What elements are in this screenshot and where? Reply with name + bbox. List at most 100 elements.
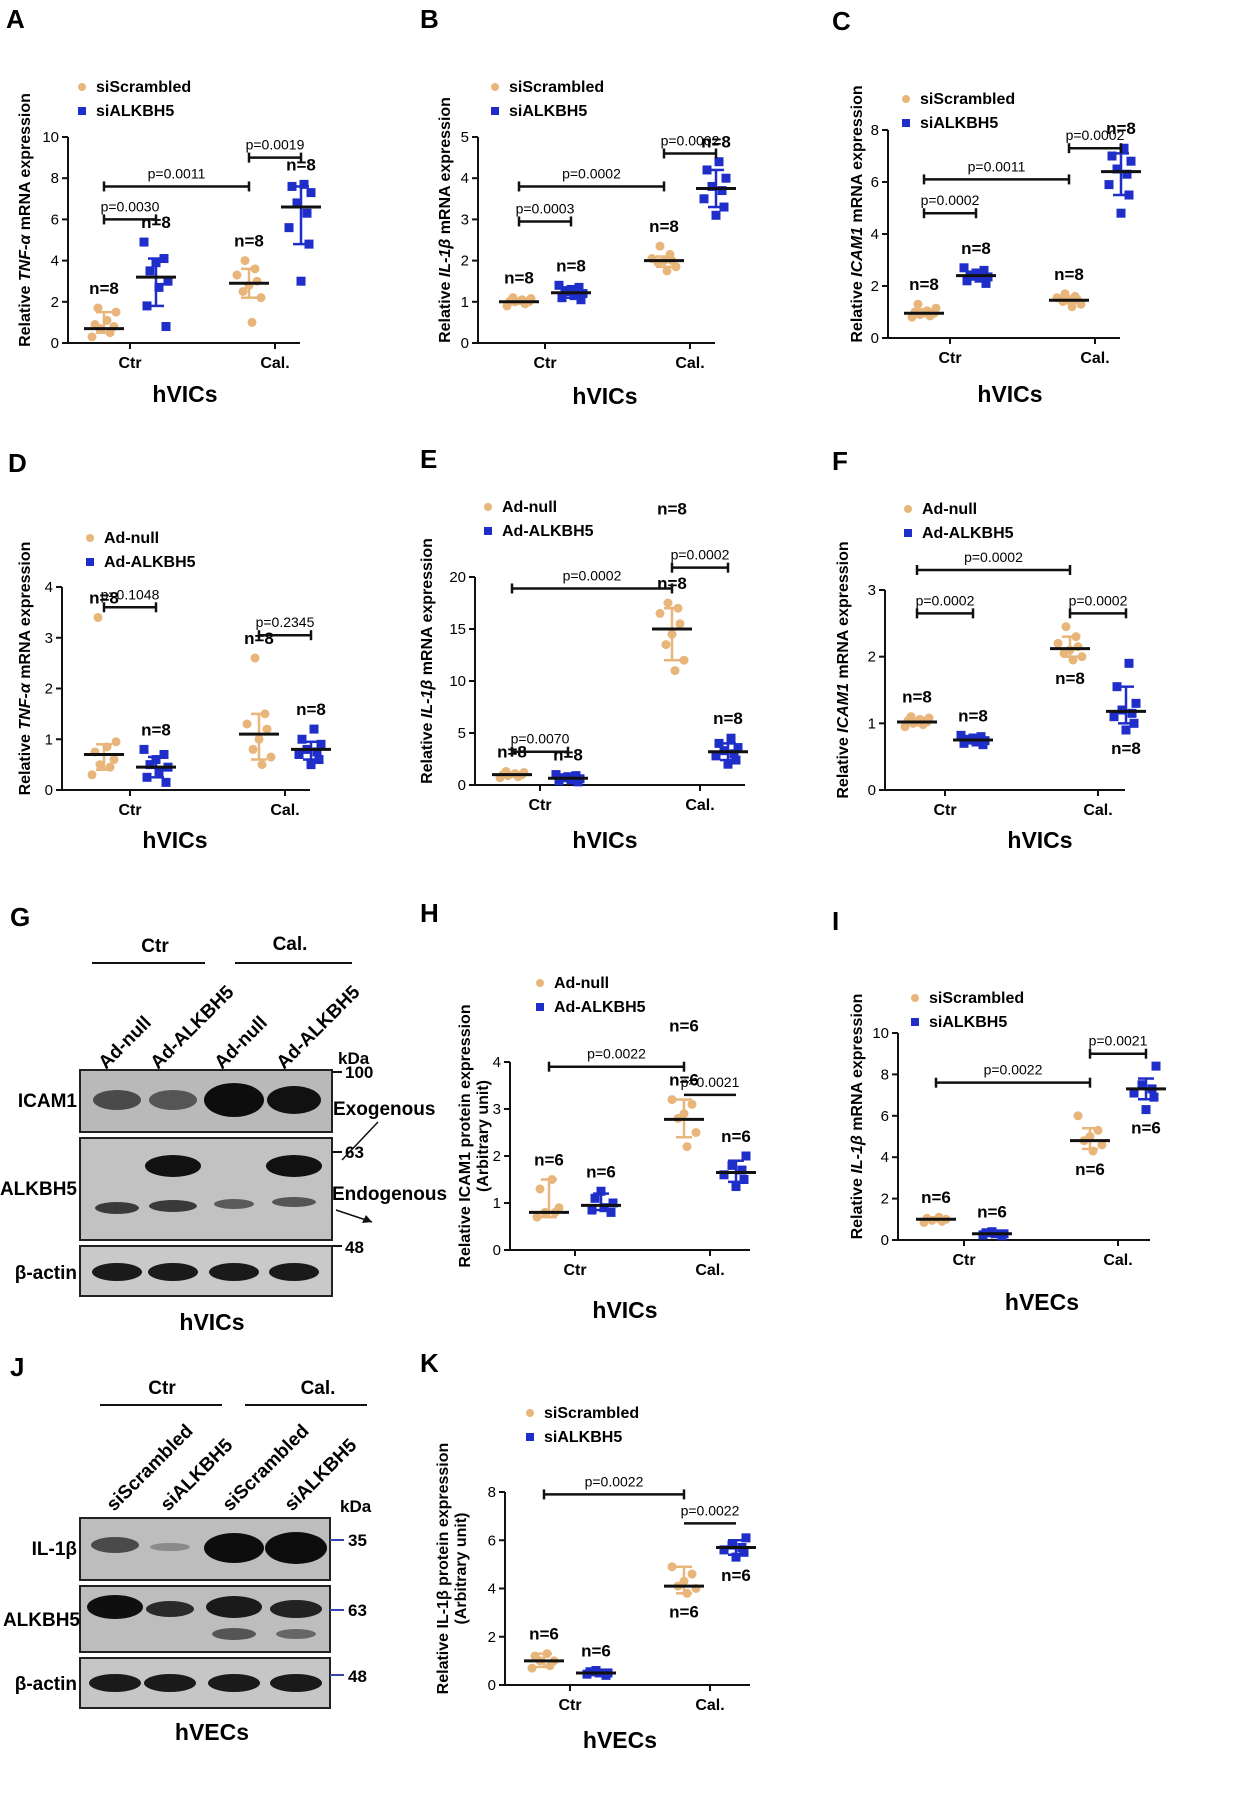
chart-h-legend-marker [536,979,544,987]
chart-c-p-value: p=0.0011 [968,158,1026,174]
chart-a-y-label: Relative TNF-α mRNA expression [17,93,34,347]
chart-a-point [302,208,312,218]
chart-i-legend-marker [911,994,919,1002]
chart-f-point [1127,708,1137,718]
blot-j-row-label: ALKBH5 [3,1610,80,1631]
chart-e-point [661,640,671,650]
blot-g-band [266,1155,322,1177]
panel-label-a: A [6,4,25,34]
blot-g-band [149,1200,197,1212]
chart-c-x-tick-label: Ctr [938,350,961,367]
chart-b-y-tick-label: 4 [461,170,469,187]
chart-i-x-tick-label: Cal. [1103,1252,1132,1269]
chart-f-point [1109,712,1119,722]
chart-b-y-tick-label: 1 [461,294,469,311]
chart-b-n-label: n=8 [504,269,534,288]
chart-c-legend-label: siALKBH5 [920,115,998,132]
chart-f-p-value: p=0.0002 [1069,592,1128,608]
chart-h-x-tick-label: Cal. [695,1262,724,1279]
blot-j-band [212,1628,256,1640]
chart-f-y-label: Relative ICAM1 mRNA expression [835,541,852,798]
chart-d-point [159,749,169,759]
chart-c-legend-marker [902,95,910,103]
chart-b-n-label: n=8 [556,256,586,275]
chart-d-legend-marker [86,558,94,566]
chart-h-x-tick-label: Ctr [563,1262,586,1279]
chart-i-n-label: n=6 [1131,1119,1161,1138]
panel-label-f: F [832,446,848,476]
chart-i-n-label: n=6 [1075,1160,1105,1179]
chart-f-point [1112,682,1122,692]
blot-g-arrowhead [362,1215,372,1223]
chart-b-point [711,210,721,220]
chart-a-point [163,276,173,286]
blot-g: Ctr Cal. Ad-null Ad-ALKBH5 Ad-null Ad-AL… [0,934,447,1335]
chart-a-point [90,319,100,329]
chart-k-y-label-part: Relative IL-1β protein expression [435,1443,452,1695]
chart-k-n-label: n=6 [529,1625,559,1644]
chart-e-title: hVICs [572,827,637,853]
chart-k: 0 2 4 6 8 Ctr Cal. hVECs Relative IL-1β protein … [435,1405,756,1753]
chart-e-x-tick-label: Cal. [685,797,714,814]
chart-b: 0 1 2 3 4 5 Ctr Cal. hVICs Relative IL-1β mRNA ex… [437,79,736,409]
chart-d-y-tick-label: 4 [45,579,53,596]
chart-c-point [1112,164,1122,174]
chart-i-y-tick-label: 0 [881,1232,889,1249]
chart-b-legend-marker [491,107,499,115]
chart-e-point [679,655,689,665]
chart-a-point [238,287,248,296]
chart-c-y-tick-label: 0 [871,330,879,347]
chart-c-point [1119,143,1129,153]
chart-k-point [741,1533,751,1543]
blot-g-band [148,1263,198,1281]
blot-j-band [89,1674,141,1692]
blot-g-band [149,1090,197,1110]
blot-g-band [209,1263,259,1281]
panel-label-b: B [420,4,439,34]
blot-g-band [204,1083,264,1117]
chart-f-n-label: n=8 [958,706,988,725]
chart-a-point [247,317,257,327]
chart-f-y-tick-label: 2 [868,649,876,666]
chart-e-p-value: p=0.0070 [511,731,570,747]
blot-j-band [146,1601,194,1617]
chart-a-point [145,266,155,276]
chart-d-y-label-part: Relative [17,730,34,796]
chart-b-y-tick-label: 2 [461,253,469,270]
chart-b-point [707,181,717,191]
chart-e-point [729,749,739,759]
chart-a-point [142,301,152,311]
chart-a-p-value: p=0.0019 [246,137,305,153]
blot-j: Ctr Cal. siScrambled siALKBH5 siScramble… [3,1378,372,1745]
chart-i-y-tick-label: 10 [872,1025,889,1042]
chart-d-point [262,724,272,734]
chart-b-y-tick-label: 5 [461,129,469,146]
chart-d-point [306,760,316,770]
chart-h-y-tick-label: 2 [493,1148,501,1165]
panel-label-d: D [8,448,27,478]
chart-e-point [663,598,673,608]
chart-k-point [739,1547,749,1557]
blot-g-marker: 48 [345,1238,364,1257]
blot-g-marker: 100 [345,1063,373,1082]
chart-i-point [1137,1080,1147,1090]
chart-c-y-label-part: ICAM1 [849,227,866,277]
chart-f-point [956,730,966,740]
blot-j-band [91,1537,139,1553]
chart-i-point [1129,1088,1139,1098]
chart-h-point [606,1207,616,1217]
chart-e-y-tick-label: 10 [449,673,466,690]
chart-d-point [161,777,171,787]
panel-label-e: E [420,444,437,474]
chart-a-n-label: n=8 [234,232,264,251]
chart-h-point [719,1170,729,1180]
chart-c-y-tick-label: 2 [871,278,879,295]
blot-g-band [95,1202,139,1214]
chart-b-legend-label: siScrambled [509,79,604,96]
chart-e-y-label-part: Relative [419,718,436,784]
chart-h-point [535,1184,545,1194]
blot-j-title: hVECs [175,1719,249,1745]
chart-a-point [93,303,103,313]
chart-d-y-tick-label: 0 [45,782,53,799]
chart-h-point [587,1205,597,1215]
